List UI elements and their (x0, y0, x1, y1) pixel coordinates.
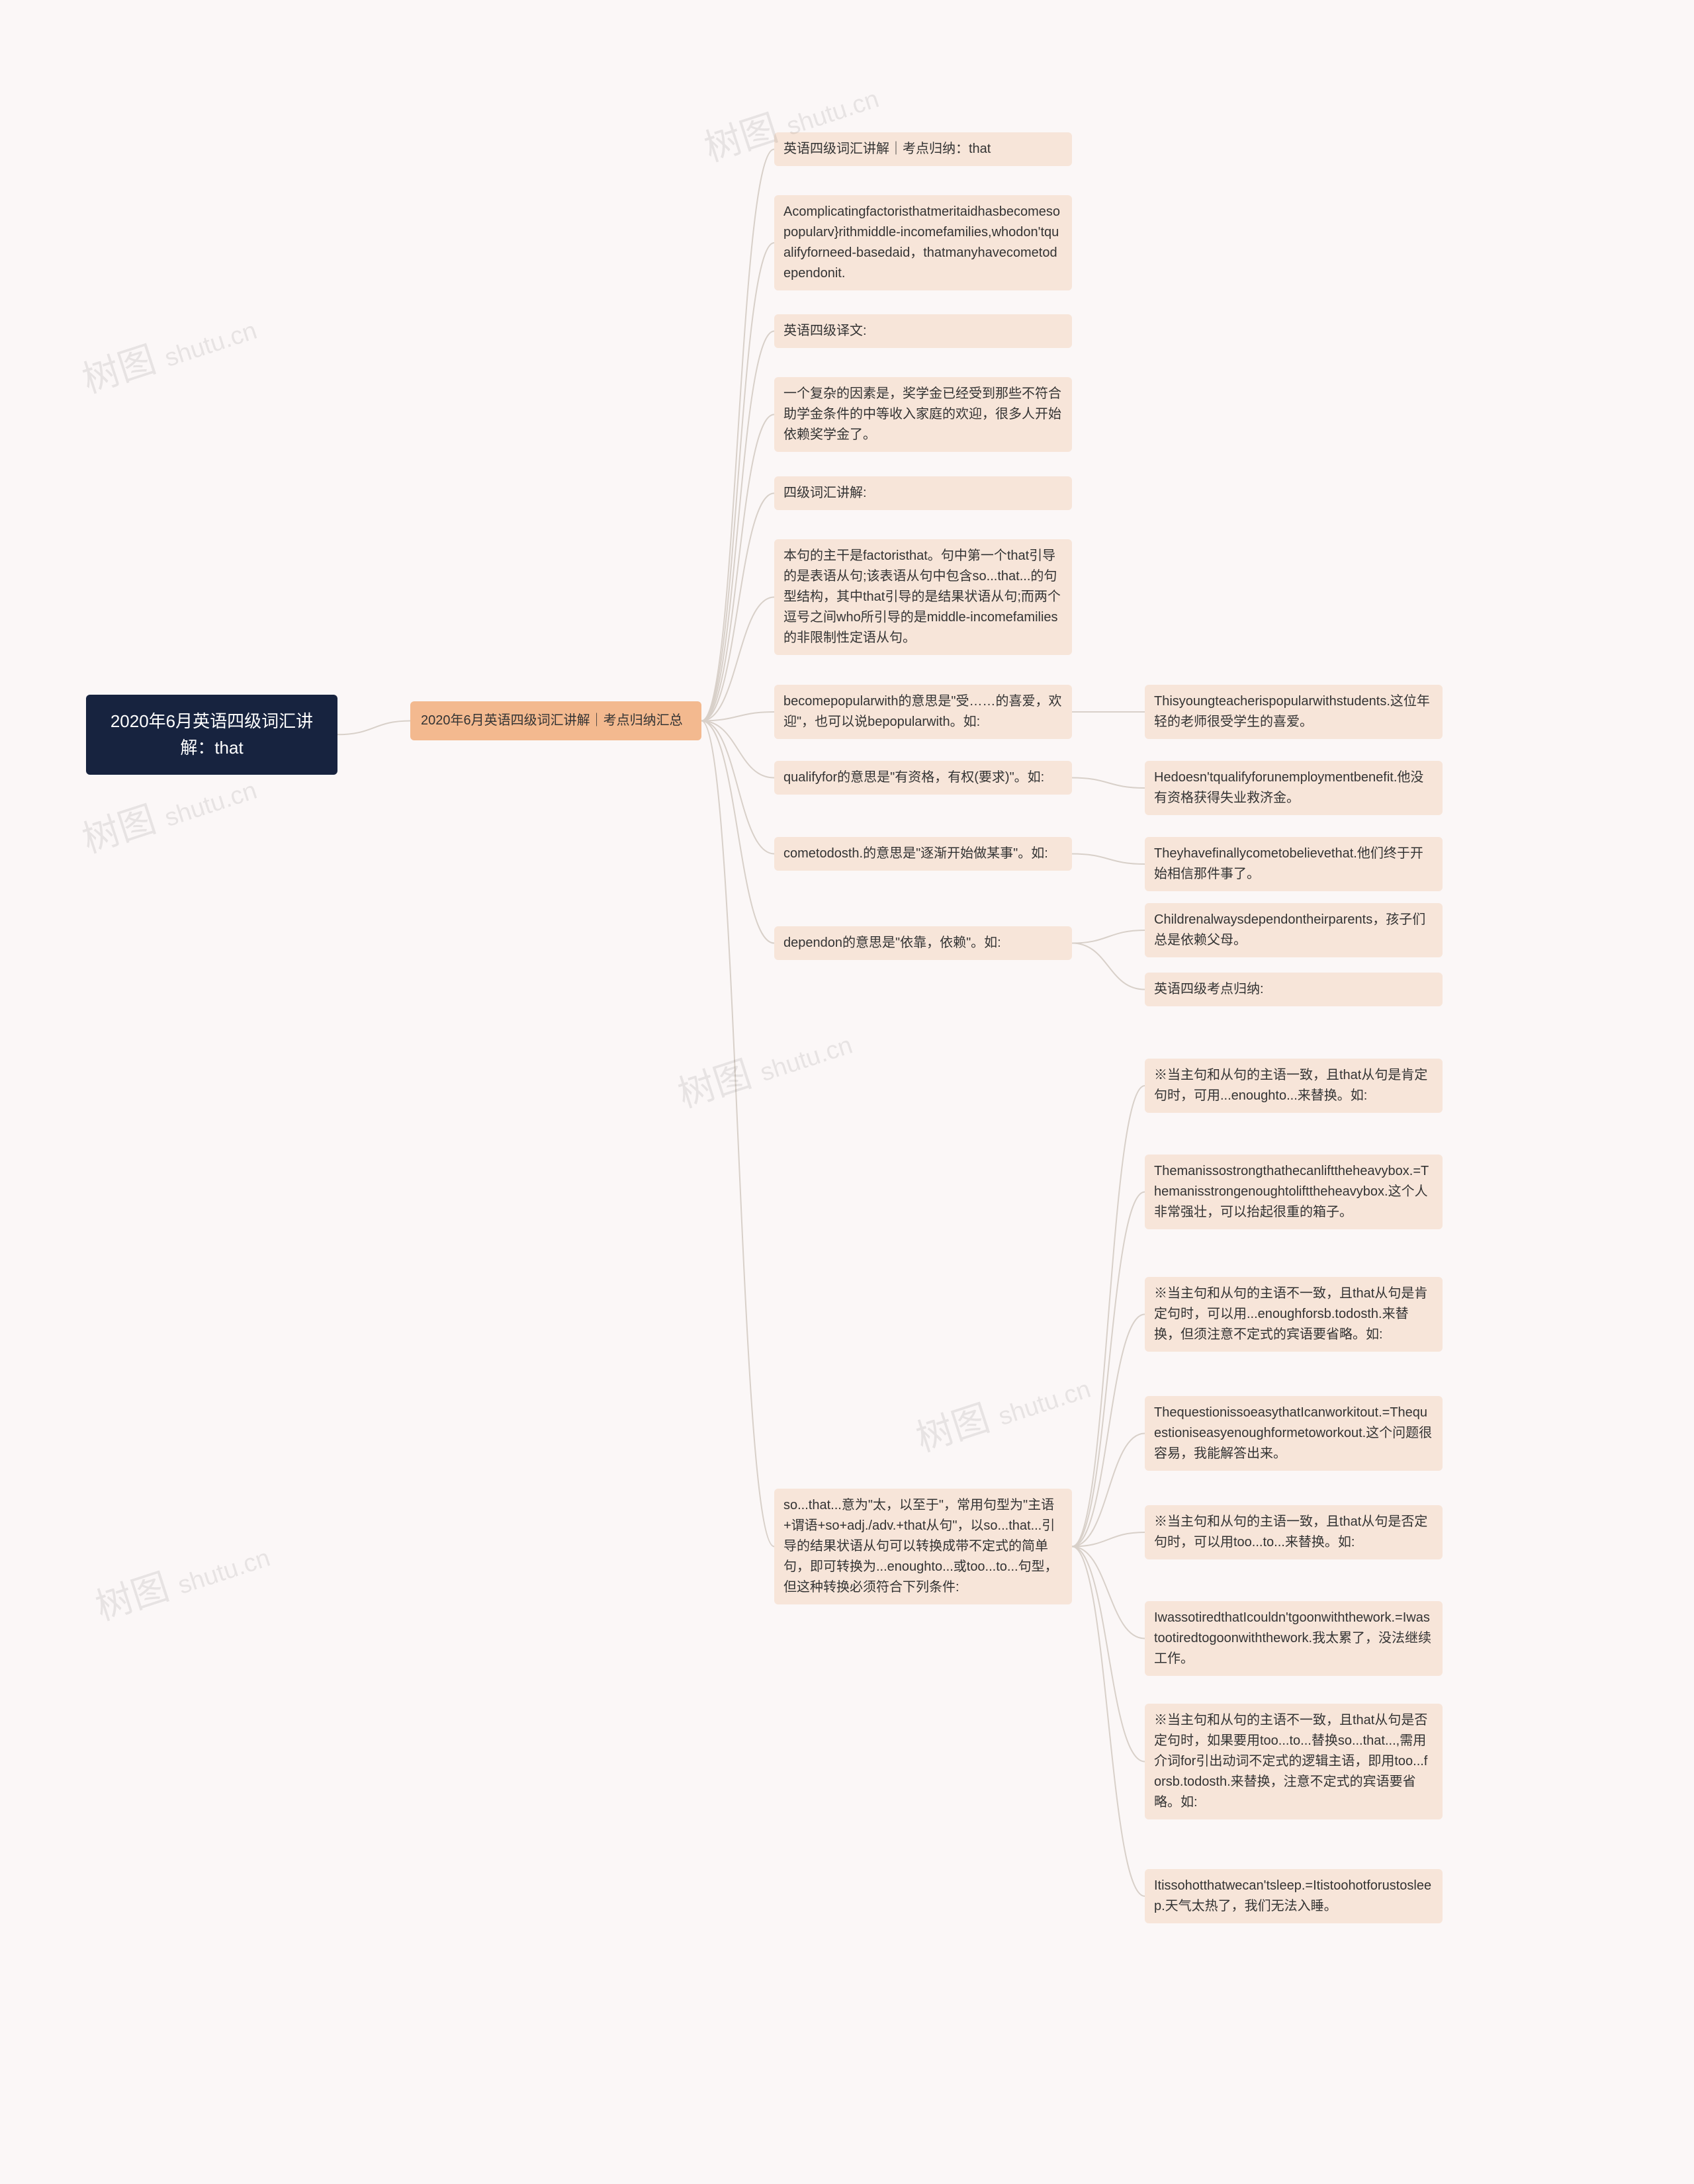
col3-node: 英语四级考点归纳: (1145, 973, 1443, 1006)
col3-node: Itissohotthatwecan'tsleep.=Itistoohotfor… (1145, 1869, 1443, 1923)
col3-node: ThequestionissoeasythatIcanworkitout.=Th… (1145, 1396, 1443, 1471)
col2-node: 本句的主干是factoristhat。句中第一个that引导的是表语从句;该表语… (774, 539, 1072, 655)
col2-node: 四级词汇讲解: (774, 476, 1072, 510)
col3-node: ※当主句和从句的主语一致，且that从句是否定句时，可以用too...to...… (1145, 1505, 1443, 1559)
watermark: 树图 shutu.cn (672, 1019, 857, 1117)
root-node: 2020年6月英语四级词汇讲解：that (86, 695, 337, 775)
col3-node: Hedoesn'tqualifyforunemploymentbenefit.他… (1145, 761, 1443, 815)
col3-node: ※当主句和从句的主语一致，且that从句是肯定句时，可用...enoughto.… (1145, 1059, 1443, 1113)
level1-node: 2020年6月英语四级词汇讲解｜考点归纳汇总 (410, 701, 701, 740)
col2-node: so...that...意为"太，以至于"，常用句型为"主语+谓语+so+adj… (774, 1489, 1072, 1604)
col3-node: Themanissostrongthathecanlifttheheavybox… (1145, 1155, 1443, 1229)
col3-node: Thisyoungteacherispopularwithstudents.这位… (1145, 685, 1443, 739)
col2-node: Acomplicatingfactoristhatmeritaidhasbeco… (774, 195, 1072, 290)
col2-node: cometodosth.的意思是"逐渐开始做某事"。如: (774, 837, 1072, 871)
watermark: 树图 shutu.cn (90, 1532, 275, 1630)
col3-node: Theyhavefinallycometobelievethat.他们终于开始相… (1145, 837, 1443, 891)
watermark: 树图 shutu.cn (77, 304, 261, 402)
col2-node: dependon的意思是"依靠，依赖"。如: (774, 926, 1072, 960)
col3-node: Childrenalwaysdependontheirparents，孩子们总是… (1145, 903, 1443, 957)
watermark: 树图 shutu.cn (77, 764, 261, 862)
col3-node: IwassotiredthatIcouldn'tgoonwiththework.… (1145, 1601, 1443, 1676)
col3-node: ※当主句和从句的主语不一致，且that从句是否定句时，如果要用too...to.… (1145, 1704, 1443, 1819)
col2-node: qualifyfor的意思是"有资格，有权(要求)"。如: (774, 761, 1072, 795)
col2-node: 英语四级译文: (774, 314, 1072, 348)
col2-node: becomepopularwith的意思是"受……的喜爱，欢迎"，也可以说bep… (774, 685, 1072, 739)
col3-node: ※当主句和从句的主语不一致，且that从句是肯定句时，可以用...enoughf… (1145, 1277, 1443, 1352)
watermark: 树图 shutu.cn (911, 1363, 1095, 1461)
col2-node: 英语四级词汇讲解｜考点归纳：that (774, 132, 1072, 166)
col2-node: 一个复杂的因素是，奖学金已经受到那些不符合助学金条件的中等收入家庭的欢迎，很多人… (774, 377, 1072, 452)
